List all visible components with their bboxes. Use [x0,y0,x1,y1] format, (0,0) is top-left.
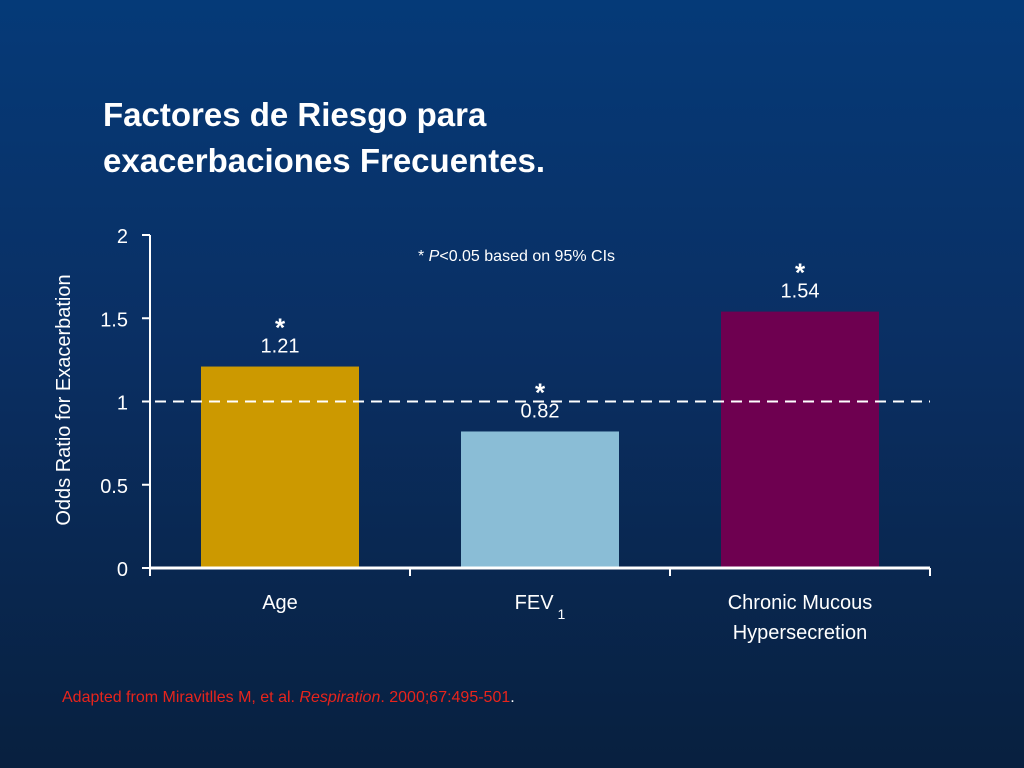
citation-period: . [510,689,515,706]
x-category-label: Age [262,592,298,614]
bar-value-label: 0.82 [521,400,560,422]
y-tick-label: 1 [117,393,128,415]
y-tick-label: 0.5 [100,476,128,498]
y-tick-label: 0 [117,559,128,581]
citation-prefix: Adapted from Miravitlles M, et al. [62,689,300,706]
citation-suffix: . 2000;67:495-501 [380,689,511,706]
significance-marker: * [275,313,286,343]
footnote-text: <0.05 based on 95% CIs [439,248,615,265]
footnote-marker: * [418,248,429,265]
footnote-p-symbol: P [429,248,440,265]
bar-value-label: 1.54 [781,281,820,303]
x-category-label: FEV 1 [515,592,566,622]
y-axis-label: Odds Ratio for Exacerbation [53,274,75,525]
slide-title: Factores de Riesgo para exacerbaciones F… [103,92,803,184]
bar-value-label: 1.21 [261,336,300,358]
bar [721,311,879,568]
x-category-label: Chronic Mucous [728,592,873,614]
slide-title-line-1: Factores de Riesgo para [103,96,487,133]
citation-journal: Respiration [299,689,381,706]
x-category-subscript: 1 [558,606,566,622]
source-citation: Adapted from Miravitlles M, et al. Respi… [62,689,515,707]
bar [461,431,619,568]
significance-footnote: * P<0.05 based on 95% CIs [418,248,615,265]
y-tick-label: 1.5 [100,309,128,331]
slide-title-line-2: exacerbaciones Frecuentes. [103,142,546,179]
significance-marker: * [795,258,806,288]
bar [201,366,359,568]
x-category-label: Hypersecretion [733,622,868,644]
y-tick-label: 2 [117,226,128,248]
significance-marker: * [535,377,546,407]
